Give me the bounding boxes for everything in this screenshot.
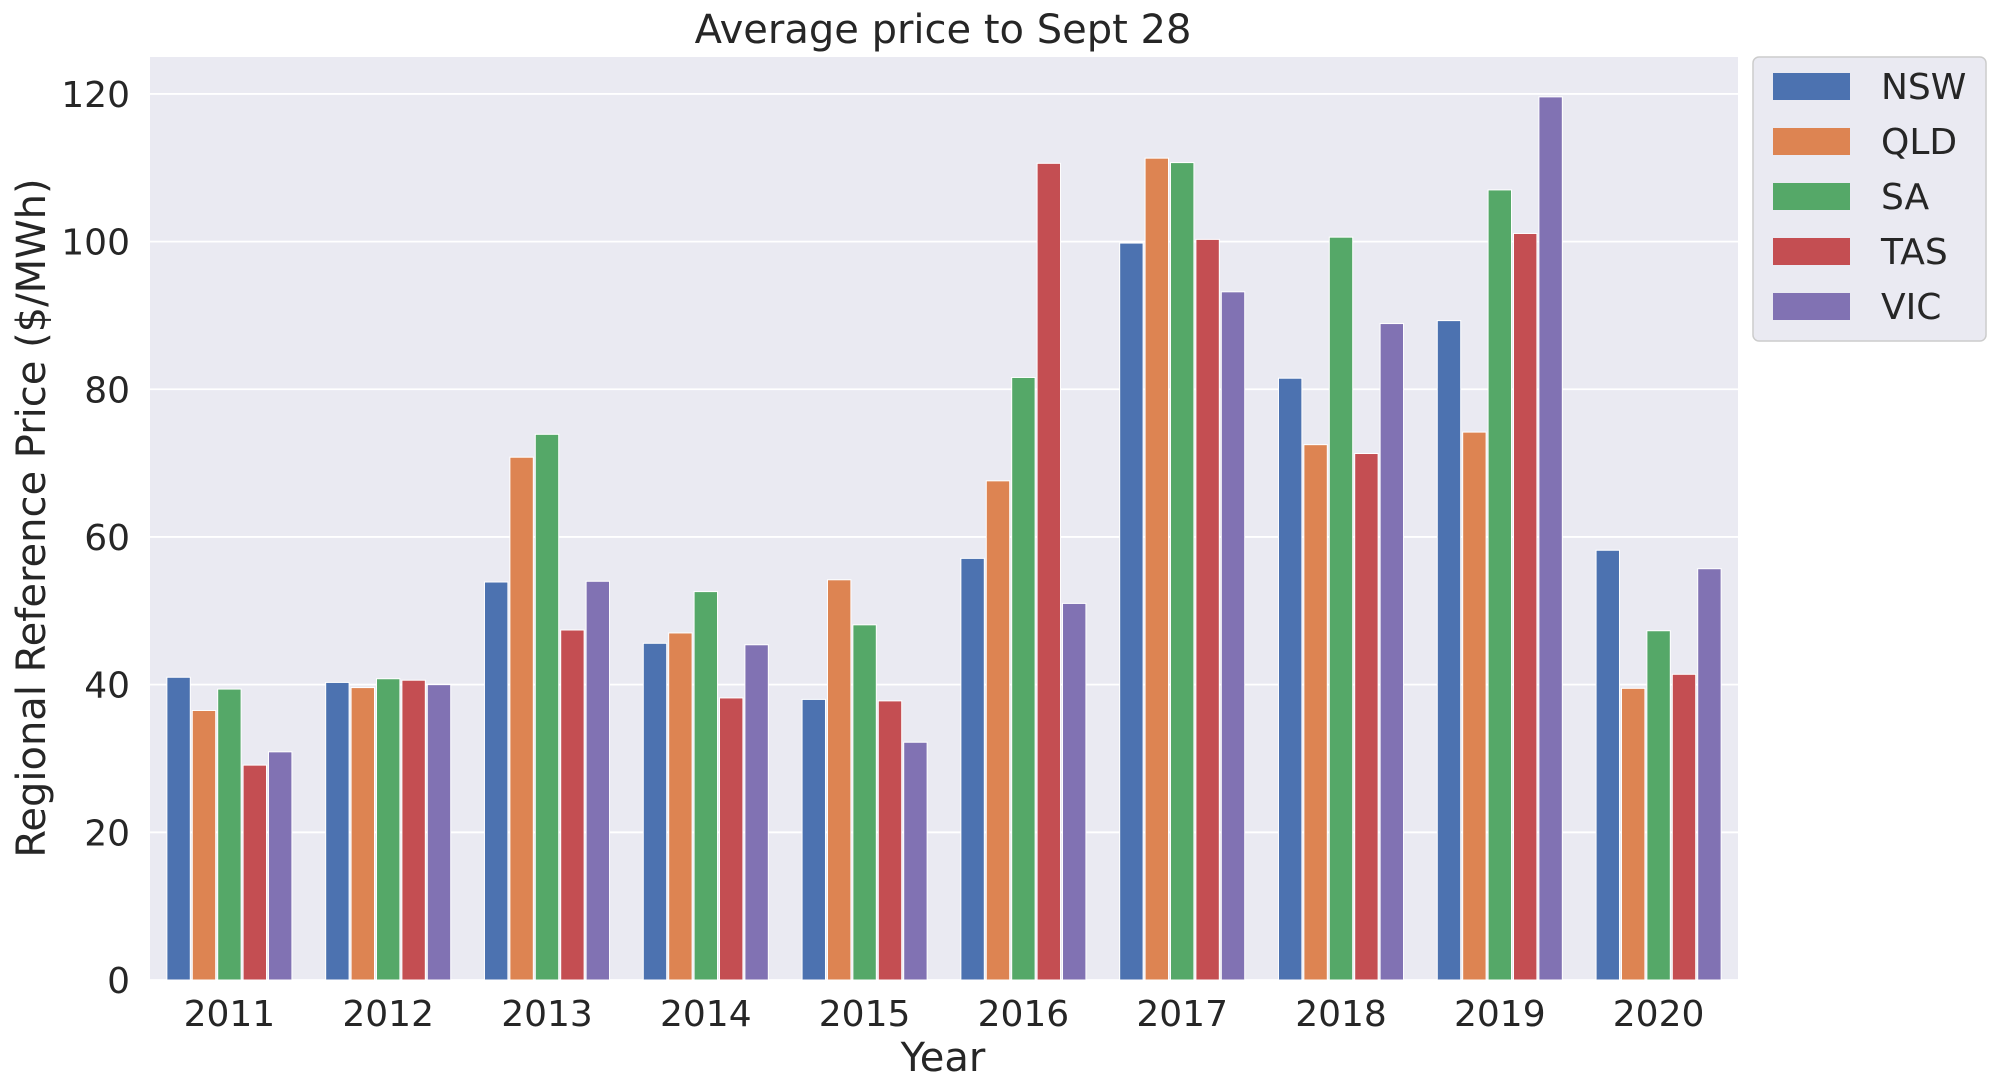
bar-tas-2019	[1513, 232, 1538, 981]
x-tick-label: 2019	[1454, 994, 1546, 1035]
bar-tas-2015	[877, 700, 903, 981]
bar-qld-2018	[1303, 444, 1328, 981]
bar-tas-2020	[1671, 673, 1697, 981]
bar-qld-2016	[985, 480, 1011, 981]
x-tick-labels: 2011 2012 2013 2014 2015 2016 2017 2018 2019 2020	[184, 994, 1705, 1035]
bar-vic-2020	[1697, 568, 1722, 981]
bar-vic-2014	[744, 644, 769, 981]
bar-nsw-2018	[1277, 377, 1303, 981]
bar-qld-2015	[826, 579, 852, 981]
bar-nsw-2016	[960, 557, 985, 981]
bar-nsw-2012	[325, 681, 350, 981]
bar-nsw-2014	[642, 642, 668, 981]
legend-swatch-sa	[1773, 183, 1850, 210]
bar-qld-2019	[1462, 431, 1487, 981]
bar-tas-2018	[1354, 453, 1379, 981]
x-tick-label: 2014	[660, 994, 752, 1035]
y-tick-label: 40	[84, 666, 130, 707]
legend-swatch-nsw	[1773, 73, 1850, 100]
bar-qld-2012	[350, 687, 375, 981]
bar-qld-2014	[668, 632, 693, 981]
bar-sa-2019	[1487, 189, 1513, 981]
bar-qld-2020	[1620, 687, 1646, 981]
y-tick-label: 0	[107, 961, 130, 1002]
y-tick-label: 80	[84, 370, 130, 411]
y-axis-label: Regional Reference Price ($/MWh)	[9, 178, 55, 857]
legend-label-vic: VIC	[1881, 287, 1941, 328]
bar-nsw-2013	[483, 581, 509, 981]
bar-vic-2019	[1538, 96, 1563, 981]
bar-vic-2015	[903, 741, 928, 981]
y-tick-label: 100	[61, 223, 130, 264]
bar-vic-2018	[1379, 323, 1405, 981]
bar-nsw-2017	[1119, 242, 1144, 981]
x-tick-label: 2018	[1295, 994, 1387, 1035]
x-tick-label: 2015	[819, 994, 911, 1035]
bar-qld-2011	[191, 709, 217, 981]
bar-vic-2011	[268, 751, 293, 981]
chart-title: Average price to Sept 28	[695, 7, 1192, 53]
legend: NSW QLD SA TAS VIC	[1752, 56, 1987, 342]
x-tick-label: 2011	[184, 994, 276, 1035]
y-tick-labels: 0 20 40 60 80 100 120	[61, 75, 130, 1002]
bar-sa-2011	[217, 688, 242, 981]
bar-tas-2017	[1195, 238, 1220, 981]
y-tick-label: 20	[84, 813, 130, 854]
bar-sa-2014	[693, 591, 719, 981]
bar-sa-2018	[1328, 236, 1354, 981]
legend-swatch-vic	[1773, 293, 1850, 320]
bar-tas-2014	[719, 697, 744, 981]
bar-tas-2011	[242, 764, 268, 981]
x-tick-label: 2017	[1136, 994, 1228, 1035]
bar-sa-2017	[1169, 162, 1195, 981]
bar-sa-2013	[534, 433, 560, 981]
bars	[166, 96, 1722, 981]
bar-sa-2012	[375, 678, 401, 981]
bar-tas-2013	[560, 629, 585, 981]
x-tick-label: 2012	[342, 994, 434, 1035]
y-tick-label: 120	[61, 75, 130, 116]
bar-qld-2017	[1144, 157, 1169, 981]
legend-swatch-qld	[1773, 128, 1850, 155]
x-axis-label: Year	[900, 1035, 986, 1081]
y-tick-label: 60	[84, 518, 130, 559]
legend-swatch-tas	[1773, 238, 1850, 265]
bar-tas-2012	[401, 679, 426, 981]
bar-vic-2016	[1062, 602, 1087, 981]
bar-sa-2015	[852, 624, 877, 981]
legend-label-tas: TAS	[1880, 232, 1948, 273]
bar-qld-2013	[509, 456, 534, 981]
bar-vic-2017	[1220, 291, 1246, 981]
x-tick-label: 2016	[978, 994, 1070, 1035]
legend-label-qld: QLD	[1881, 122, 1957, 163]
legend-label-nsw: NSW	[1881, 67, 1966, 108]
bar-nsw-2015	[801, 698, 826, 981]
bar-nsw-2011	[166, 676, 191, 981]
bar-nsw-2020	[1595, 549, 1620, 981]
bar-sa-2020	[1646, 630, 1671, 981]
x-tick-label: 2020	[1613, 994, 1705, 1035]
bar-vic-2012	[426, 684, 452, 981]
legend-label-sa: SA	[1881, 177, 1930, 218]
x-tick-label: 2013	[501, 994, 593, 1035]
bar-vic-2013	[585, 580, 611, 981]
bar-tas-2016	[1036, 162, 1062, 981]
bar-sa-2016	[1011, 376, 1036, 981]
bar-nsw-2019	[1436, 320, 1462, 981]
